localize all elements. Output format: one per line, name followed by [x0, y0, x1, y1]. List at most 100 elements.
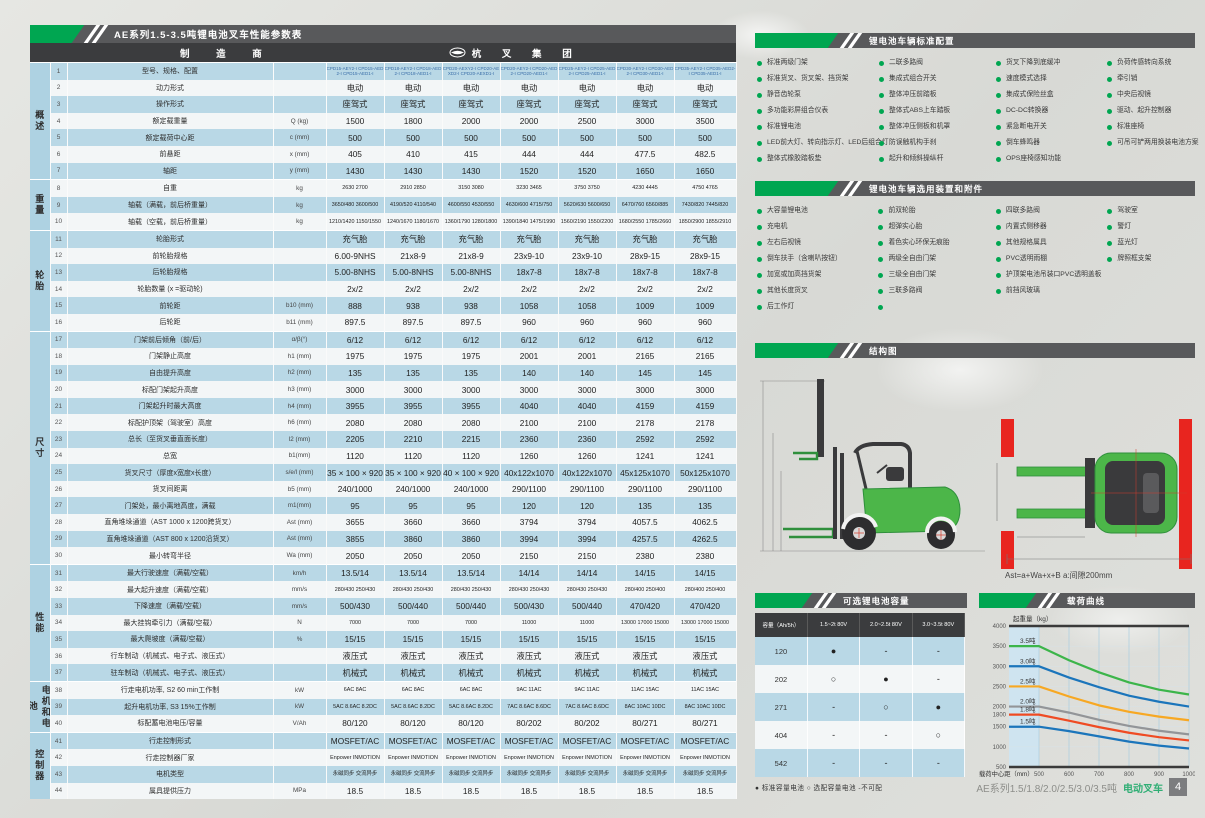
spec-row-label: 下降速度（满载/空载）	[67, 598, 274, 615]
spec-value-cell: 4040	[500, 397, 559, 415]
spec-value-cell: CPD18-AEY2-I CPD18-AED2-I CPD18-AED1-I	[384, 61, 443, 80]
spec-table-title-bar: AE系列1.5-3.5吨锂电池叉车性能参数表	[30, 25, 736, 43]
green-accent-block	[979, 593, 1037, 608]
spec-value-cell: 1260	[558, 447, 617, 465]
config-item: 整体冲压前踏板	[879, 87, 996, 103]
spec-value-cell: 4062.5	[674, 514, 737, 531]
spec-row-label: 门架静止高度	[67, 348, 274, 365]
spec-value-cell: 13.5/14	[384, 563, 443, 582]
spec-value-cell: Enpower INMOTION	[326, 749, 385, 766]
spec-value-cell: 座驾式	[674, 96, 737, 113]
spec-row: 4 额定载重量 Q (kg) 1500 1800 2000 2000 2500 3000 3500	[30, 112, 737, 130]
spec-value-cell: 2050	[384, 547, 443, 565]
battery-row: 202 ○ ● -	[755, 665, 966, 693]
spec-row-unit: kW	[273, 698, 327, 716]
spec-value-cell: 140	[558, 364, 617, 382]
structure-diagram	[760, 379, 1192, 569]
spec-value-cell: 电动	[674, 79, 737, 97]
spec-row: 13 后轮胎规格 5.00-8NHS 5.00-8NHS 5.00-8NHS 18x7-8…	[30, 264, 737, 281]
y-tick-label: 1800	[993, 713, 1007, 719]
spec-value-cell: 6AC 8AC	[442, 680, 501, 699]
spec-row-unit: b1(mm)	[273, 447, 327, 465]
battery-legend: ● 标准容量电池 ○ 选配容量电池 -不可配	[755, 785, 883, 792]
spec-value-cell: 1850/2900 1855/2910	[674, 213, 737, 231]
spec-row-unit: m1(mm)	[273, 497, 327, 515]
series-label: 3.0吨	[1020, 656, 1036, 665]
spec-value-cell: 95	[384, 497, 443, 515]
spec-value-cell: 9AC 11AC	[500, 680, 559, 699]
spec-row-number: 41	[50, 731, 68, 750]
spec-row: 20 标配门架起升高度 h3 (mm) 3000 3000 3000 3000 3000 300…	[30, 381, 737, 398]
spec-value-cell: 500/430	[500, 598, 559, 615]
spec-row-unit	[273, 61, 327, 80]
battery-col-header: 2.0~2.5t 80V	[859, 613, 913, 637]
spec-value-cell: 6/12	[558, 330, 617, 349]
spec-value-cell: 机械式	[674, 664, 737, 682]
config-item: PVC透明雨棚	[995, 251, 1107, 267]
spec-value-cell: 18x7-8	[616, 264, 675, 281]
config-item: 整体冲压侧板和机罩	[879, 119, 996, 135]
battery-availability-cell: -	[807, 721, 861, 749]
spec-value-cell: 3000	[442, 381, 501, 398]
spec-row-label: 最大爬坡度（满载/空载）	[67, 631, 274, 648]
spec-row-number: 1	[50, 61, 68, 80]
config-item: 警灯	[1107, 219, 1195, 235]
spec-row: 33 下降速度（满载/空载） mm/s 500/430 500/440 500/440 50…	[30, 598, 737, 615]
spec-row: 电机和电池 38 行走电机功率, S2 60 min工作制 kW 6AC 8AC 6AC …	[30, 680, 737, 733]
spec-value-cell: 3794	[500, 514, 559, 531]
green-accent-block	[30, 25, 85, 43]
spec-value-cell: 45x125x1070	[616, 464, 675, 481]
spec-row-unit: Ast (mm)	[273, 530, 327, 548]
spec-value-cell: 140	[500, 364, 559, 382]
standard-config-list: 标准两级门架 标准货叉、货叉架、挡货架 静音齿轮泵 多功能彩屏组合仪表 标准锂电池 LED…	[757, 55, 1199, 167]
spec-value-cell: 7AC 8.6AC 8.6DC	[500, 698, 559, 716]
spec-row-number: 6	[50, 145, 68, 163]
optional-config-title: 锂电池车辆选用装置和附件	[869, 183, 984, 194]
spec-value-cell: 960	[616, 313, 675, 331]
spec-value-cell: 1120	[442, 447, 501, 465]
spec-value-cell: 4262.5	[674, 530, 737, 548]
spec-value-cell: 2205	[326, 431, 385, 448]
spec-value-cell: 7430/820 7445/820	[674, 196, 737, 214]
spec-value-cell: MOSFET/AC	[442, 731, 501, 750]
spec-value-cell: 2001	[500, 348, 559, 365]
battery-availability-cell: -	[912, 749, 966, 777]
spec-value-cell: 2x/2	[442, 280, 501, 298]
spec-group-label: 轮胎	[30, 229, 51, 331]
spec-row: 22 标配护顶架（驾驶室）高度 h6 (mm) 2080 2080 2080 2100 210…	[30, 414, 737, 432]
spec-value-cell: 1430	[326, 162, 385, 180]
spec-value-cell: 永磁同步 交流异步	[558, 765, 617, 783]
spec-value-cell: 35 × 100 × 920	[384, 464, 443, 481]
spec-row-label: 总长（至货叉垂直面长度）	[67, 431, 274, 448]
spec-value-cell: 8AC 10AC 10DC	[674, 698, 737, 716]
spec-value-cell: Enpower INMOTION	[674, 749, 737, 766]
spec-row-label: 标配蓄电池电压/容量	[67, 715, 274, 733]
spec-value-cell: 6/12	[674, 330, 737, 349]
spec-row-number: 32	[50, 581, 68, 598]
spec-value-cell: 2x/2	[384, 280, 443, 298]
spec-value-cell: 1680/2550 1785/2660	[616, 213, 675, 231]
green-accent-block	[755, 343, 839, 358]
spec-value-cell: 1241	[674, 447, 737, 465]
spec-value-cell: 座驾式	[326, 96, 385, 113]
spec-value-cell: 6/12	[384, 330, 443, 349]
spec-value-cell: 888	[326, 297, 385, 314]
spec-row-label: 型号、规格、配置	[67, 61, 274, 80]
config-item: 牵引销	[1107, 71, 1195, 87]
spec-row-number: 42	[50, 749, 68, 766]
spec-row: 重量 8 自重 kg 2630 2700 2910 2850 3150 3080 3230 3…	[30, 179, 737, 231]
spec-row-unit: mm/s	[273, 581, 327, 598]
battery-availability-cell: -	[859, 637, 913, 665]
spec-value-cell: 500	[558, 129, 617, 146]
spec-value-cell: 2592	[674, 431, 737, 448]
spec-row-number: 19	[50, 364, 68, 382]
spec-value-cell: 11000	[558, 614, 617, 632]
spec-value-cell: 2001	[558, 348, 617, 365]
spec-value-cell: 18.5	[442, 782, 501, 800]
battery-header-row: 容量（Ah/5h） 1.5~2t 80V 2.0~2.5t 80V 3.0~3.5t …	[755, 613, 966, 637]
spec-row-label: 自重	[67, 179, 274, 197]
spec-value-cell: 135	[442, 364, 501, 382]
battery-row: 120 ● - -	[755, 637, 966, 665]
config-item: 护顶架电池吊装口PVC透明盖板	[995, 267, 1107, 283]
spec-value-cell: 18x7-8	[558, 264, 617, 281]
